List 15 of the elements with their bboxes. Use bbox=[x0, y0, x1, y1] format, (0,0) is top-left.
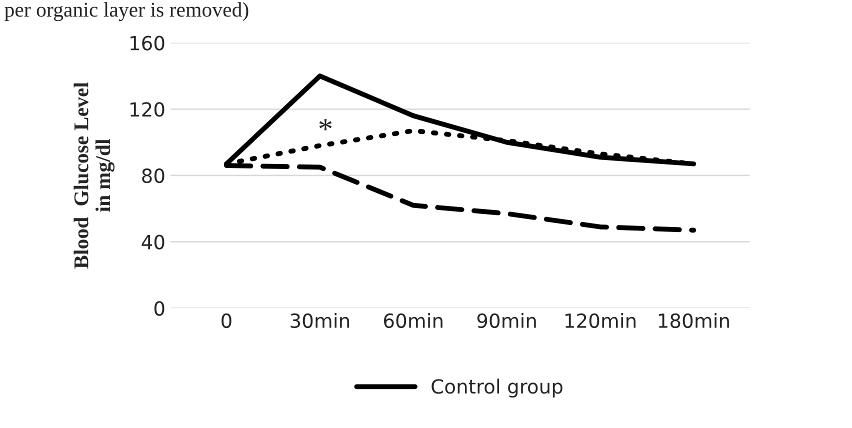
legend-label: Control group bbox=[432, 378, 562, 398]
x-tick-label: 120min bbox=[565, 313, 636, 328]
y-tick-label: 40 bbox=[142, 234, 164, 250]
y-tick-label: 80 bbox=[142, 168, 164, 184]
x-tick-label: 90min bbox=[477, 313, 536, 328]
x-tick-label: 180min bbox=[658, 313, 729, 328]
y-tick-label: 120 bbox=[130, 102, 164, 117]
x-tick-label: 0 bbox=[222, 313, 232, 328]
annotation: * bbox=[319, 119, 332, 130]
y-tick-label: 160 bbox=[130, 36, 164, 50]
text: per organic layer is removed) bbox=[4, 2, 248, 22]
y-tick-label: 0 bbox=[154, 301, 164, 316]
y-axis-title: Blood Glucose Level in mg/dl bbox=[74, 82, 115, 269]
x-tick-label: 60min bbox=[384, 313, 442, 328]
x-tick-label: 30min bbox=[290, 313, 349, 328]
